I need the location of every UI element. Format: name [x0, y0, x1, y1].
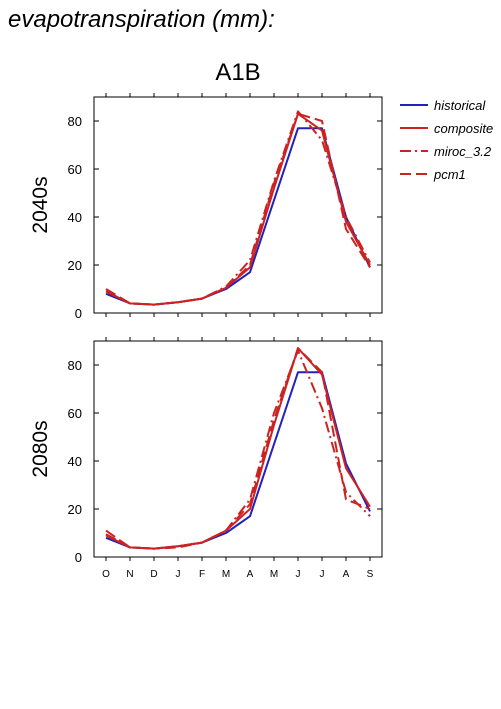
- legend-label: pcm1: [433, 167, 466, 182]
- x-tick-label: D: [150, 569, 157, 580]
- y-tick-label: 0: [75, 306, 82, 321]
- x-tick-label: J: [176, 569, 181, 580]
- legend-item: miroc_3.2: [400, 144, 492, 159]
- x-tick-label: S: [367, 569, 374, 580]
- x-tick-label: J: [296, 569, 301, 580]
- y-tick-label: 40: [68, 210, 82, 225]
- x-tick-label: N: [126, 569, 133, 580]
- x-tick-label: J: [320, 569, 325, 580]
- series-line-composite: [105, 112, 371, 306]
- y-tick-label: 20: [68, 258, 82, 273]
- legend: historical composite miroc_3.2 pcm1: [400, 98, 493, 182]
- x-tick-label: O: [102, 569, 110, 580]
- series-line-historical: [105, 371, 371, 550]
- legend-item: pcm1: [400, 167, 466, 182]
- chart-panel-2: 0 20 40 60 80 O N D J F M A M J J A S 2080s: [29, 337, 383, 580]
- series-line-miroc-3-2: [105, 110, 371, 306]
- series-line-pcm1: [105, 112, 371, 306]
- row-label: 2080s: [29, 420, 52, 477]
- y-tick-label: 60: [68, 162, 82, 177]
- legend-item: composite: [400, 121, 493, 136]
- x-tick-label: M: [270, 569, 278, 580]
- y-tick-label: 80: [68, 114, 82, 129]
- y-tick-label: 40: [68, 454, 82, 469]
- chart-panels: 0 20 40 60 80 2040s 0 20 40 60 80 O N D J F M A M J J A S 2080s: [29, 93, 383, 580]
- legend-item: historical: [400, 98, 486, 113]
- y-tick-label: 60: [68, 406, 82, 421]
- y-tick-label: 0: [75, 550, 82, 565]
- scenario-title: A1B: [215, 59, 260, 86]
- row-label: 2040s: [29, 176, 52, 233]
- legend-label: composite: [434, 121, 493, 136]
- legend-label: miroc_3.2: [434, 144, 492, 159]
- x-tick-label: A: [247, 569, 254, 580]
- plot-frame: [93, 340, 383, 558]
- x-tick-label: A: [343, 569, 350, 580]
- page-title: evapotranspiration (mm):: [8, 6, 275, 33]
- x-tick-label: M: [222, 569, 230, 580]
- y-tick-label: 80: [68, 358, 82, 373]
- y-tick-label: 20: [68, 502, 82, 517]
- series-line-pcm1: [105, 347, 371, 550]
- plot-frame: [93, 96, 383, 314]
- legend-label: historical: [434, 98, 486, 113]
- chart-panel-1: 0 20 40 60 80 2040s: [29, 93, 383, 321]
- x-tick-label: F: [199, 569, 205, 580]
